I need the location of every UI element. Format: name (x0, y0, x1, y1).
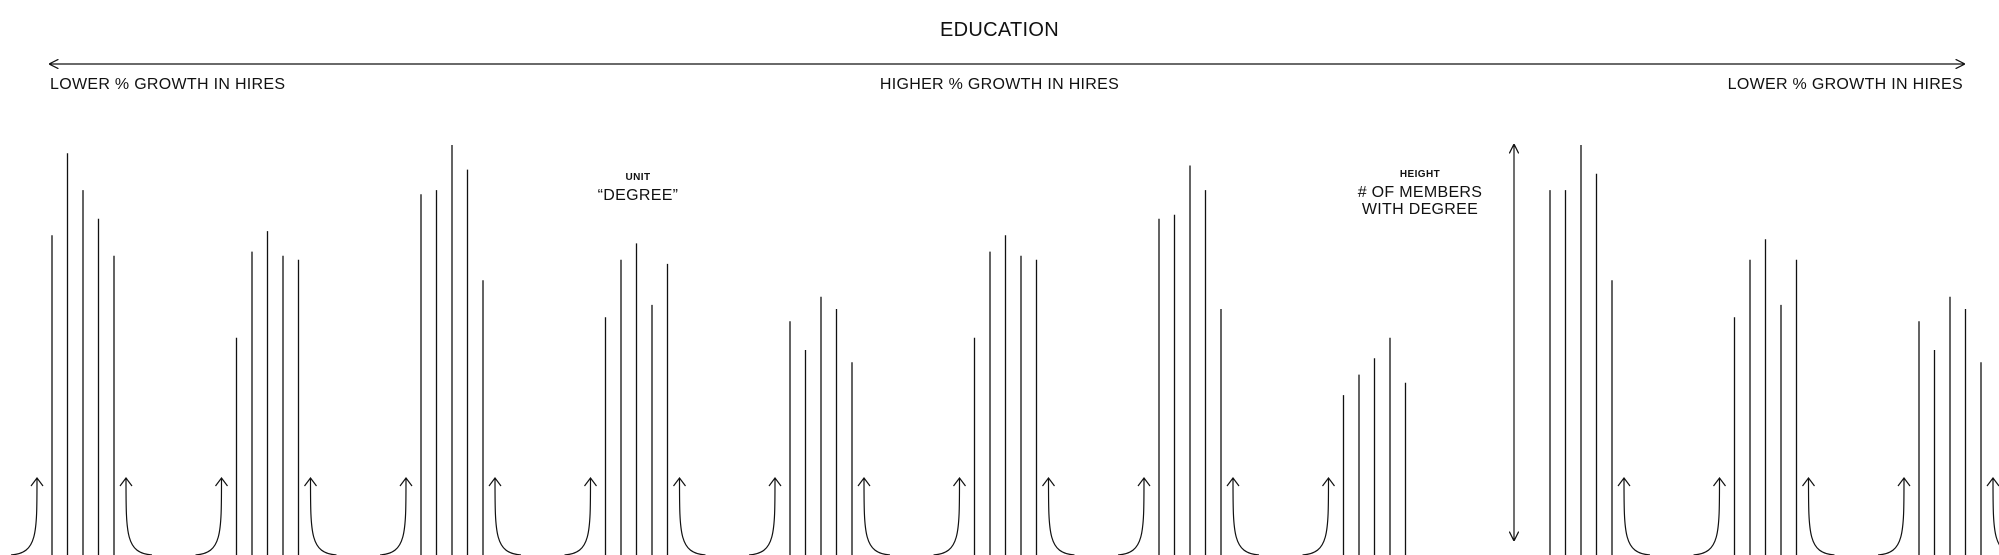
legend-unit-value: “DEGREE” (597, 187, 679, 204)
axis-right-label: LOWER % GROWTH IN HIRES (1727, 76, 1963, 93)
connector-curve (1302, 477, 1330, 555)
bar-group (973, 235, 1038, 555)
legend-height-value: # OF MEMBERS WITH DEGREE (1357, 184, 1483, 218)
connector-curve (1693, 477, 1721, 555)
diagram-title: EDUCATION (940, 19, 1059, 41)
connector-curve (1877, 477, 1905, 555)
curve-arrowhead (1617, 477, 1631, 487)
curve-arrowhead (1986, 477, 1999, 487)
connector-curve (195, 477, 223, 555)
bar-groups (51, 145, 1982, 555)
curve-arrowhead (1802, 477, 1815, 487)
connector-curves (10, 477, 1999, 555)
connector-curve (1992, 477, 1999, 546)
legend-height: HEIGHT # OF MEMBERS WITH DEGREE (1340, 169, 1500, 218)
connector-curve (933, 477, 961, 555)
curve-arrowhead (119, 477, 133, 487)
bar-group (420, 145, 484, 555)
connector-curve (678, 477, 706, 555)
connector-curve (10, 477, 38, 555)
bar-group (235, 231, 300, 555)
connector-curve (1807, 477, 1835, 555)
bar-group (1158, 165, 1222, 555)
curve-arrowhead (1226, 477, 1240, 487)
connector-curve (125, 477, 153, 555)
curve-arrowhead (1897, 477, 1911, 487)
curve-arrowhead (399, 477, 413, 487)
curve-arrowhead (30, 477, 44, 487)
bar-group (1549, 145, 1613, 555)
bar-group (789, 296, 853, 555)
bar-group (604, 243, 669, 555)
connector-curve (564, 477, 592, 555)
connector-curve (379, 477, 407, 555)
legend-unit-key: UNIT (625, 172, 651, 183)
curve-arrowhead (857, 477, 871, 487)
connector-curve (1623, 477, 1651, 555)
curve-arrowhead (768, 477, 782, 487)
connector-curve (494, 477, 522, 555)
bar-group (51, 153, 115, 555)
curve-arrowhead (215, 477, 228, 487)
curve-arrowhead (673, 477, 686, 487)
axis-left-label: LOWER % GROWTH IN HIRES (50, 76, 286, 93)
curve-arrowhead (584, 477, 597, 487)
bar-group (1733, 239, 1798, 555)
legend-height-key: HEIGHT (1399, 169, 1441, 180)
curve-arrowhead (1137, 477, 1151, 487)
curve-arrowhead (304, 477, 317, 487)
curve-arrowhead (1322, 477, 1335, 487)
legend-unit: UNIT “DEGREE” (578, 172, 698, 204)
axis-center-label: HIGHER % GROWTH IN HIRES (879, 76, 1120, 93)
curve-arrowhead (953, 477, 966, 487)
curve-arrowhead (1713, 477, 1726, 487)
bar-group (1918, 296, 1982, 555)
curve-arrowhead (488, 477, 502, 487)
connector-curve (748, 477, 776, 555)
connector-curve (1232, 477, 1260, 555)
connector-curve (309, 477, 337, 555)
connector-curve (863, 477, 891, 555)
bar-group (1342, 337, 1407, 555)
curve-arrowhead (1042, 477, 1055, 487)
connector-curve (1117, 477, 1145, 555)
connector-curve (1047, 477, 1075, 555)
